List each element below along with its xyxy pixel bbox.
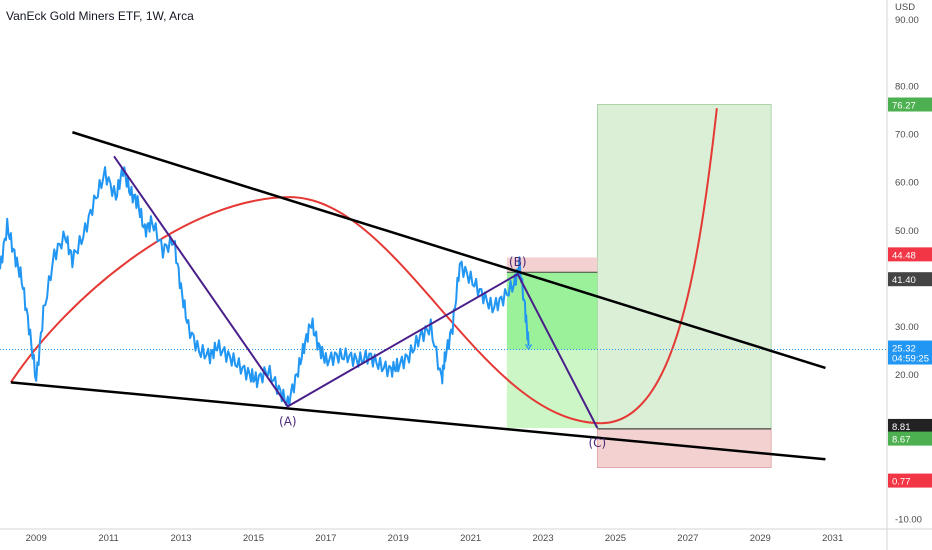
setup-stop-zone[interactable] <box>506 257 598 273</box>
x-tick-label: 2009 <box>26 533 47 544</box>
trendline[interactable] <box>72 131 826 370</box>
x-tick-label: 2011 <box>98 533 118 544</box>
price-series-group <box>0 166 887 407</box>
chart-title: VanEck Gold Miners ETF, 1W, Arca <box>6 9 194 23</box>
wave-label: (B) <box>509 255 527 269</box>
price-tag <box>888 473 932 488</box>
y-tick-label: 20.00 <box>895 370 919 381</box>
price-tag <box>888 272 932 287</box>
price-axis: USD90.0080.0070.0060.0050.0040.0030.0020… <box>895 2 922 525</box>
x-tick-label: 2015 <box>243 533 264 544</box>
wave-label-group: (A) (B) (C) <box>279 255 606 450</box>
wave-label: (C) <box>588 436 606 450</box>
price-tag <box>888 97 932 112</box>
price-tag-label: 0.77 <box>892 477 911 488</box>
price-tag <box>888 418 932 433</box>
cycle-curve[interactable] <box>10 108 718 425</box>
price-line[interactable] <box>0 166 530 407</box>
price-tag <box>888 340 932 365</box>
x-tick-label: 2021 <box>460 533 481 544</box>
wave-label: (A) <box>279 414 297 428</box>
target-zone[interactable] <box>596 104 772 430</box>
wave-path[interactable] <box>113 155 599 429</box>
price-tag-label: 8.67 <box>892 435 911 446</box>
y-tick-label: 70.00 <box>895 130 919 141</box>
y-tick-label: 80.00 <box>895 82 919 93</box>
x-tick-label: 2031 <box>822 533 843 544</box>
setup-profit-zone[interactable] <box>506 272 598 350</box>
setup-target-zone[interactable] <box>506 349 598 429</box>
x-tick-label: 2027 <box>677 533 698 544</box>
position-zones <box>506 104 772 468</box>
x-tick-label: 2019 <box>388 533 409 544</box>
price-tag <box>888 247 932 262</box>
stop-zone[interactable] <box>596 428 772 468</box>
x-tick-label: 2023 <box>532 533 553 544</box>
price-tag-label: 41.40 <box>892 275 916 286</box>
y-tick-label: 30.00 <box>895 322 919 333</box>
price-tag-label: 25.32 <box>892 344 916 355</box>
x-tick-label: 2029 <box>750 533 771 544</box>
x-tick-label: 2013 <box>170 533 191 544</box>
countdown-label: 04:59:25 <box>892 354 929 365</box>
trendline[interactable] <box>10 381 826 461</box>
y-tick-label: 50.00 <box>895 226 919 237</box>
y-tick-label: 60.00 <box>895 178 919 189</box>
y-tick-label: 90.00 <box>895 15 919 26</box>
x-tick-label: 2017 <box>315 533 336 544</box>
indicator-curves <box>10 108 718 425</box>
price-tag-label: 76.27 <box>892 101 916 112</box>
price-tag-label: 8.81 <box>892 422 911 433</box>
y-tick-label: -10.00 <box>895 514 922 525</box>
price-tag <box>888 431 932 446</box>
trendline-group <box>10 131 826 461</box>
y-tick-label: USD <box>895 2 915 13</box>
time-axis: 2009 2011 2013 2015 2017 2019 2021 2023 2025 2027… <box>26 533 844 544</box>
price-tag-label: 44.48 <box>892 250 916 261</box>
x-tick-label: 2025 <box>605 533 626 544</box>
